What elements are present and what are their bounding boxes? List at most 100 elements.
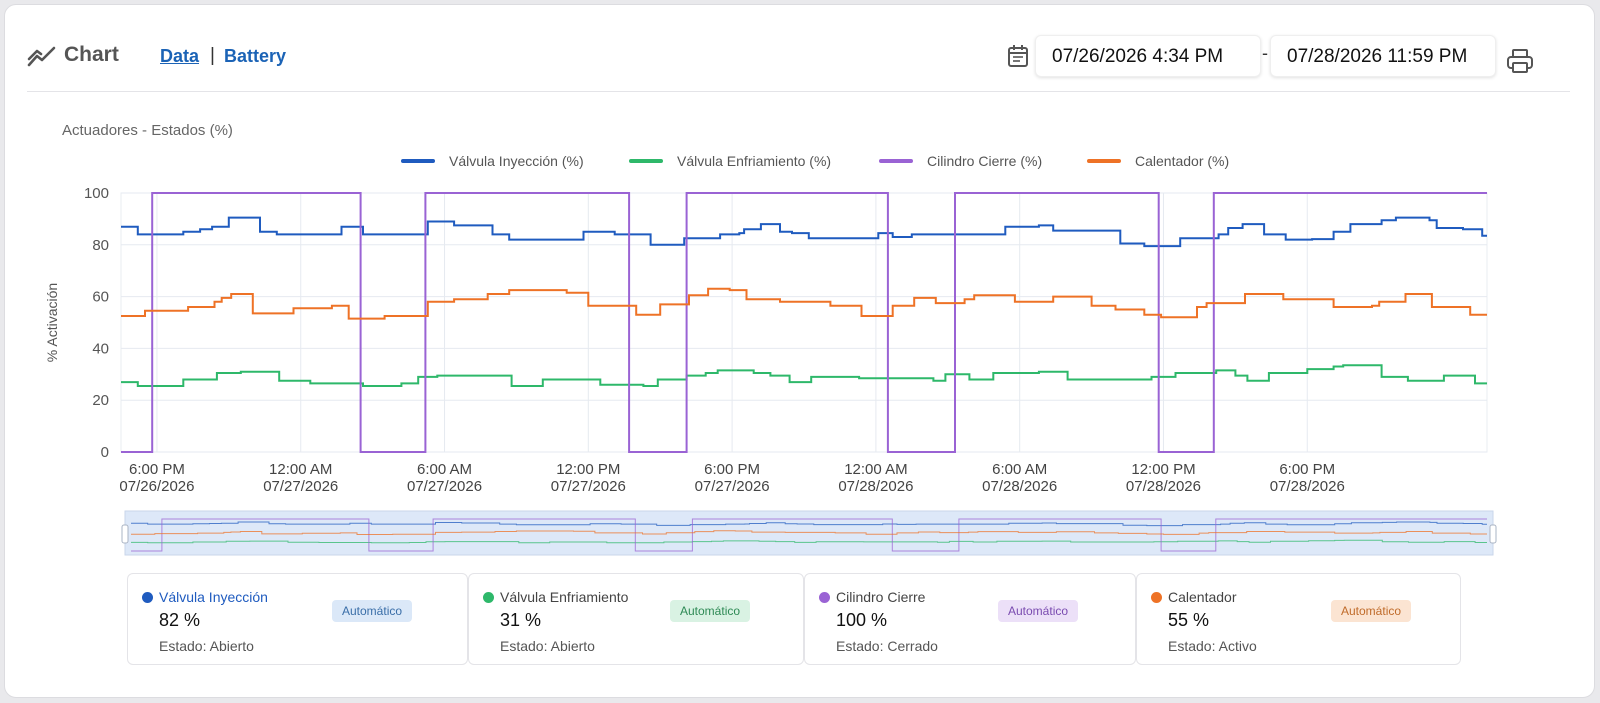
series-line-valvula-enfriamiento bbox=[121, 364, 1487, 387]
series-line-calentador bbox=[121, 287, 1487, 320]
navigator-series-valvula-inyeccion bbox=[131, 521, 1487, 527]
state-value: Abierto bbox=[209, 638, 254, 654]
x-tick-label: 12:00 AM bbox=[269, 461, 332, 478]
navigator-series-cilindro-cierre bbox=[131, 518, 1487, 552]
summary-card-name: Cilindro Cierre bbox=[836, 589, 926, 605]
state-label: Estado: bbox=[836, 638, 884, 654]
summary-card-name: Calentador bbox=[1168, 589, 1237, 605]
legend-swatch bbox=[629, 159, 663, 163]
x-tick-label: 6:00 PM bbox=[704, 461, 760, 478]
summary-card-cilindro-cierre: Cilindro Cierre 100 % Estado: Cerrado Au… bbox=[804, 573, 1136, 665]
legend-item-valvula-inyeccion[interactable]: Válvula Inyección (%) bbox=[401, 153, 584, 169]
y-tick-label: 40 bbox=[92, 340, 109, 357]
tab-separator: | bbox=[210, 45, 215, 66]
mode-badge: Automático bbox=[1331, 600, 1412, 622]
print-icon[interactable] bbox=[1505, 47, 1535, 75]
status-dot bbox=[142, 591, 153, 603]
state-value: Cerrado bbox=[887, 638, 938, 654]
summary-card-state: Estado: Abierto bbox=[500, 638, 595, 654]
y-tick-label: 0 bbox=[101, 444, 109, 461]
legend-item-valvula-enfriamiento[interactable]: Válvula Enfriamiento (%) bbox=[629, 153, 831, 169]
x-tick-date-label: 07/28/2026 bbox=[1270, 478, 1345, 495]
summary-card-title: Válvula Inyección bbox=[142, 589, 268, 605]
summary-card-title: Calentador bbox=[1151, 589, 1237, 605]
x-tick-date-label: 07/28/2026 bbox=[982, 478, 1057, 495]
legend-swatch bbox=[879, 159, 913, 163]
state-value: Abierto bbox=[550, 638, 595, 654]
summary-card-name: Válvula Inyección bbox=[159, 589, 268, 605]
legend-label: Válvula Inyección (%) bbox=[449, 153, 584, 169]
tab-data[interactable]: Data bbox=[160, 46, 200, 66]
summary-card-valvula-inyeccion: Válvula Inyección 82 % Estado: Abierto A… bbox=[127, 573, 468, 665]
legend-swatch bbox=[1087, 159, 1121, 163]
legend-label: Calentador (%) bbox=[1135, 153, 1230, 169]
y-tick-label: 80 bbox=[92, 237, 109, 254]
x-tick-date-label: 07/26/2026 bbox=[119, 478, 194, 495]
x-tick-date-label: 07/28/2026 bbox=[838, 478, 913, 495]
status-dot bbox=[483, 591, 494, 603]
status-dot bbox=[1151, 591, 1162, 603]
mode-badge: Automático bbox=[670, 600, 751, 622]
date-range-separator: - bbox=[1262, 43, 1268, 63]
legend-item-calentador[interactable]: Calentador (%) bbox=[1087, 153, 1229, 169]
range-handle-left[interactable] bbox=[121, 524, 129, 544]
x-tick-label: 6:00 AM bbox=[417, 461, 472, 478]
y-tick-label: 100 bbox=[84, 185, 109, 202]
summary-card-value: 82 % bbox=[159, 610, 201, 630]
date-to-input[interactable]: 07/28/2026 11:59 PM bbox=[1270, 35, 1496, 77]
summary-card-name: Válvula Enfriamiento bbox=[500, 589, 629, 605]
x-tick-date-label: 07/27/2026 bbox=[263, 478, 338, 495]
x-tick-date-label: 07/27/2026 bbox=[551, 478, 626, 495]
x-tick-label: 6:00 AM bbox=[992, 461, 1047, 478]
y-axis-label: % Activación bbox=[44, 283, 60, 362]
actuator-summary: Válvula Inyección 82 % Estado: Abierto A… bbox=[127, 573, 1461, 665]
summary-card-state: Estado: Abierto bbox=[159, 638, 254, 654]
x-tick-label: 12:00 PM bbox=[1131, 461, 1195, 478]
series-line-cilindro-cierre bbox=[121, 192, 1487, 453]
legend-swatch bbox=[401, 159, 435, 163]
chart-legend: Válvula Inyección (%) Válvula Enfriamien… bbox=[5, 153, 1594, 175]
summary-card-title: Válvula Enfriamiento bbox=[483, 589, 628, 605]
legend-label: Válvula Enfriamiento (%) bbox=[677, 153, 832, 169]
mode-badge: Automático bbox=[998, 600, 1079, 622]
mode-badge: Automático bbox=[332, 600, 413, 622]
tab-battery[interactable]: Battery bbox=[224, 46, 287, 66]
summary-card-calentador: Calentador 55 % Estado: Activo Automátic… bbox=[1136, 573, 1461, 665]
legend-item-cilindro-cierre[interactable]: Cilindro Cierre (%) bbox=[879, 153, 1042, 169]
chart-line-icon bbox=[27, 46, 56, 67]
range-handle-right[interactable] bbox=[1489, 524, 1497, 544]
state-value: Activo bbox=[1218, 638, 1257, 654]
summary-card-valvula-enfriamiento: Válvula Enfriamiento 31 % Estado: Abiert… bbox=[468, 573, 804, 665]
header-divider bbox=[27, 91, 1570, 92]
x-tick-label: 6:00 PM bbox=[129, 461, 185, 478]
navigator-series-valvula-enfriamiento bbox=[131, 539, 1487, 544]
summary-card-value: 55 % bbox=[1168, 610, 1210, 630]
summary-card-value: 31 % bbox=[500, 610, 542, 630]
state-label: Estado: bbox=[1168, 638, 1216, 654]
page-title: Chart bbox=[64, 43, 119, 66]
x-tick-label: 6:00 PM bbox=[1279, 461, 1335, 478]
summary-card-state: Estado: Activo bbox=[1168, 638, 1257, 654]
chart-title: Actuadores - Estados (%) bbox=[62, 122, 233, 139]
legend-label: Cilindro Cierre (%) bbox=[927, 153, 1043, 169]
y-tick-label: 60 bbox=[92, 289, 109, 306]
x-tick-date-label: 07/27/2026 bbox=[695, 478, 770, 495]
calendar-icon[interactable] bbox=[1007, 44, 1029, 68]
summary-card-title: Cilindro Cierre bbox=[819, 589, 925, 605]
chart-panel: Chart Data | Battery 07/26/2026 4:34 PM … bbox=[4, 4, 1595, 698]
status-dot bbox=[819, 591, 830, 603]
summary-card-value: 100 % bbox=[836, 610, 888, 630]
navigator-series-calentador bbox=[131, 530, 1487, 535]
summary-card-state: Estado: Cerrado bbox=[836, 638, 938, 654]
state-label: Estado: bbox=[159, 638, 207, 654]
date-from-input[interactable]: 07/26/2026 4:34 PM bbox=[1035, 35, 1261, 77]
x-tick-label: 12:00 PM bbox=[556, 461, 620, 478]
x-tick-date-label: 07/28/2026 bbox=[1126, 478, 1201, 495]
x-tick-label: 12:00 AM bbox=[844, 461, 907, 478]
state-label: Estado: bbox=[500, 638, 548, 654]
panel-header: Chart Data | Battery 07/26/2026 4:34 PM … bbox=[5, 5, 1594, 95]
x-tick-date-label: 07/27/2026 bbox=[407, 478, 482, 495]
y-tick-label: 20 bbox=[92, 392, 109, 409]
plot-area bbox=[120, 192, 1488, 453]
